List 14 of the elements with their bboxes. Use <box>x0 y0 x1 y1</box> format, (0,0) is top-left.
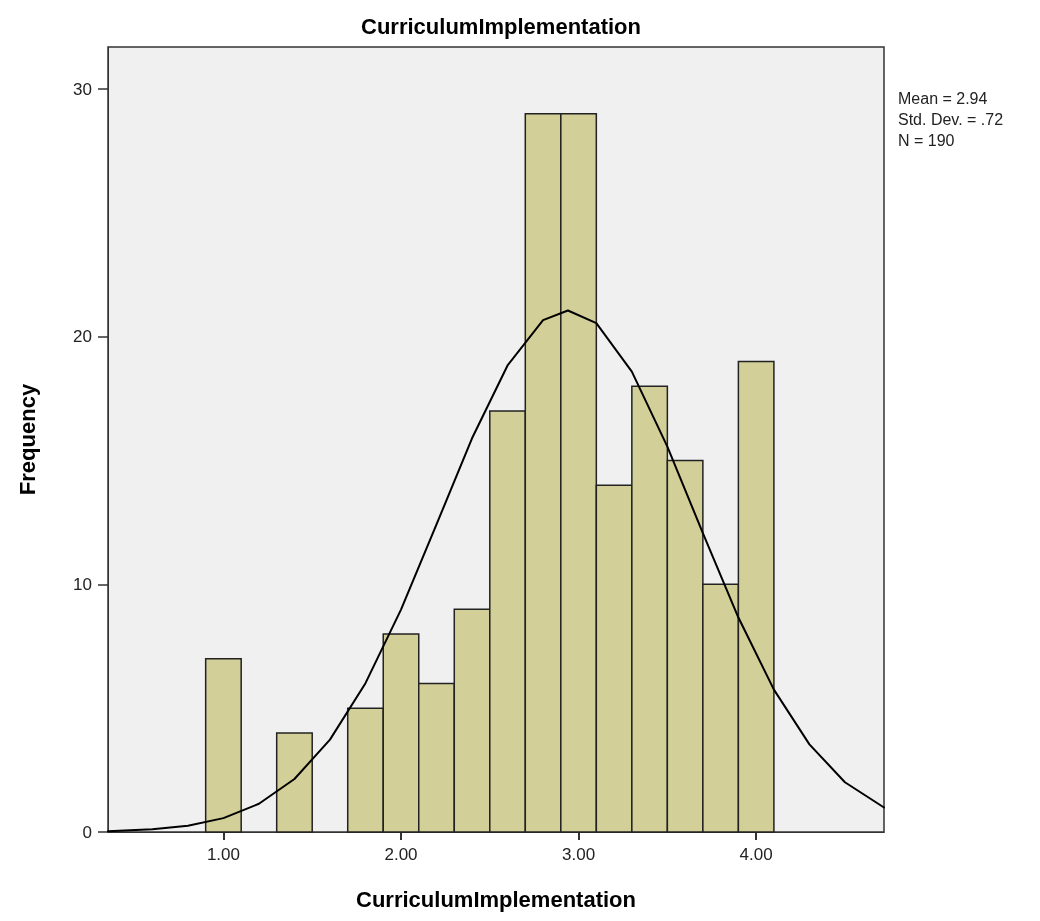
y-tick-label: 0 <box>82 822 92 842</box>
y-tick-label: 30 <box>73 79 92 99</box>
x-axis-title: CurriculumImplementation <box>356 886 636 912</box>
text: Std. Dev. = .72 <box>898 110 1004 128</box>
x-tick-label: 4.00 <box>739 845 773 864</box>
text: N = 190 <box>898 131 955 149</box>
x-tick-label: 3.00 <box>562 845 596 864</box>
y-tick-label: 10 <box>73 574 92 594</box>
chart-title: CurriculumImplementation <box>361 13 641 39</box>
y-axis-title: Frequency <box>14 383 40 496</box>
x-tick-label: 1.00 <box>206 845 240 864</box>
x-tick-label: 2.00 <box>384 845 418 864</box>
y-tick-label: 20 <box>73 327 92 347</box>
text: Mean = 2.94 <box>898 89 988 107</box>
